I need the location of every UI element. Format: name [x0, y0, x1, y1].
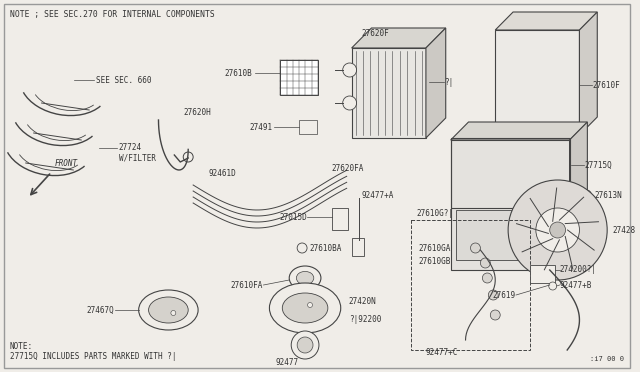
Circle shape — [297, 243, 307, 253]
Bar — [451, 138, 570, 208]
Text: 27620F: 27620F — [362, 29, 389, 38]
Ellipse shape — [139, 290, 198, 330]
Circle shape — [342, 96, 356, 110]
Bar — [332, 208, 348, 230]
Circle shape — [483, 273, 492, 283]
Text: NOTE:: NOTE: — [10, 342, 33, 351]
Ellipse shape — [296, 290, 314, 306]
Text: 27610BA: 27610BA — [309, 244, 341, 253]
Text: 27610G?|: 27610G?| — [416, 209, 453, 218]
Text: 92461D: 92461D — [208, 169, 236, 178]
Ellipse shape — [148, 297, 188, 323]
Text: 92477+B: 92477+B — [559, 280, 592, 289]
Polygon shape — [351, 28, 445, 48]
Polygon shape — [426, 28, 445, 138]
Text: 92477+C: 92477+C — [426, 348, 458, 357]
Ellipse shape — [289, 284, 321, 312]
Text: W/FILTER: W/FILTER — [119, 153, 156, 162]
Circle shape — [581, 190, 591, 200]
Circle shape — [508, 180, 607, 280]
Text: 27610FA: 27610FA — [230, 280, 262, 289]
Text: 27619: 27619 — [492, 291, 515, 299]
Bar — [351, 238, 364, 256]
Bar — [280, 60, 318, 95]
Bar — [351, 48, 426, 138]
Text: 27613N: 27613N — [595, 190, 622, 199]
Circle shape — [470, 243, 481, 253]
Text: 27620H: 27620H — [183, 108, 211, 117]
Text: 27715Q INCLUDES PARTS MARKED WITH ?|: 27715Q INCLUDES PARTS MARKED WITH ?| — [10, 352, 177, 361]
Text: 27467Q: 27467Q — [86, 305, 114, 314]
Text: 27620FA: 27620FA — [332, 164, 364, 173]
Bar — [530, 265, 555, 283]
Bar — [451, 140, 570, 270]
Text: 27420N: 27420N — [349, 298, 376, 307]
Text: NOTE ; SEE SEC.270 FOR INTERNAL COMPONENTS: NOTE ; SEE SEC.270 FOR INTERNAL COMPONEN… — [10, 10, 214, 19]
Circle shape — [291, 331, 319, 359]
Text: FRONT: FRONT — [54, 159, 77, 168]
Polygon shape — [579, 12, 597, 135]
Text: 27015D: 27015D — [279, 212, 307, 221]
Text: 27610GA: 27610GA — [418, 244, 451, 253]
Polygon shape — [495, 12, 597, 30]
Circle shape — [536, 208, 579, 252]
Circle shape — [342, 63, 356, 77]
Circle shape — [481, 258, 490, 268]
Text: ?|92200: ?|92200 — [349, 315, 381, 324]
Bar — [495, 30, 579, 135]
Circle shape — [550, 222, 566, 238]
Text: 27491: 27491 — [249, 122, 273, 131]
Circle shape — [548, 282, 557, 290]
Circle shape — [490, 310, 500, 320]
Ellipse shape — [282, 293, 328, 323]
Text: 27610B: 27610B — [225, 68, 253, 77]
Circle shape — [488, 290, 498, 300]
Text: 27724: 27724 — [119, 143, 142, 152]
Text: 27610F: 27610F — [593, 80, 620, 90]
Text: 27428: 27428 — [612, 225, 636, 234]
Text: 92477+A: 92477+A — [362, 190, 394, 199]
Ellipse shape — [296, 272, 314, 285]
Text: 274200?|: 274200?| — [559, 266, 596, 275]
Circle shape — [171, 311, 176, 315]
Circle shape — [297, 337, 313, 353]
Text: 27715Q: 27715Q — [584, 160, 612, 170]
Text: SEE SEC. 660: SEE SEC. 660 — [96, 76, 152, 84]
Bar — [411, 220, 530, 350]
Text: :i7 00 0: :i7 00 0 — [590, 356, 624, 362]
Text: 92477: 92477 — [276, 358, 299, 367]
Bar — [456, 210, 535, 260]
Circle shape — [183, 152, 193, 162]
Polygon shape — [451, 122, 588, 140]
Polygon shape — [570, 122, 588, 270]
Text: 27610GB: 27610GB — [418, 257, 451, 266]
Circle shape — [308, 302, 312, 308]
Ellipse shape — [289, 266, 321, 290]
Text: ?|: ?| — [444, 77, 453, 87]
Ellipse shape — [269, 283, 340, 333]
Bar — [299, 120, 317, 134]
